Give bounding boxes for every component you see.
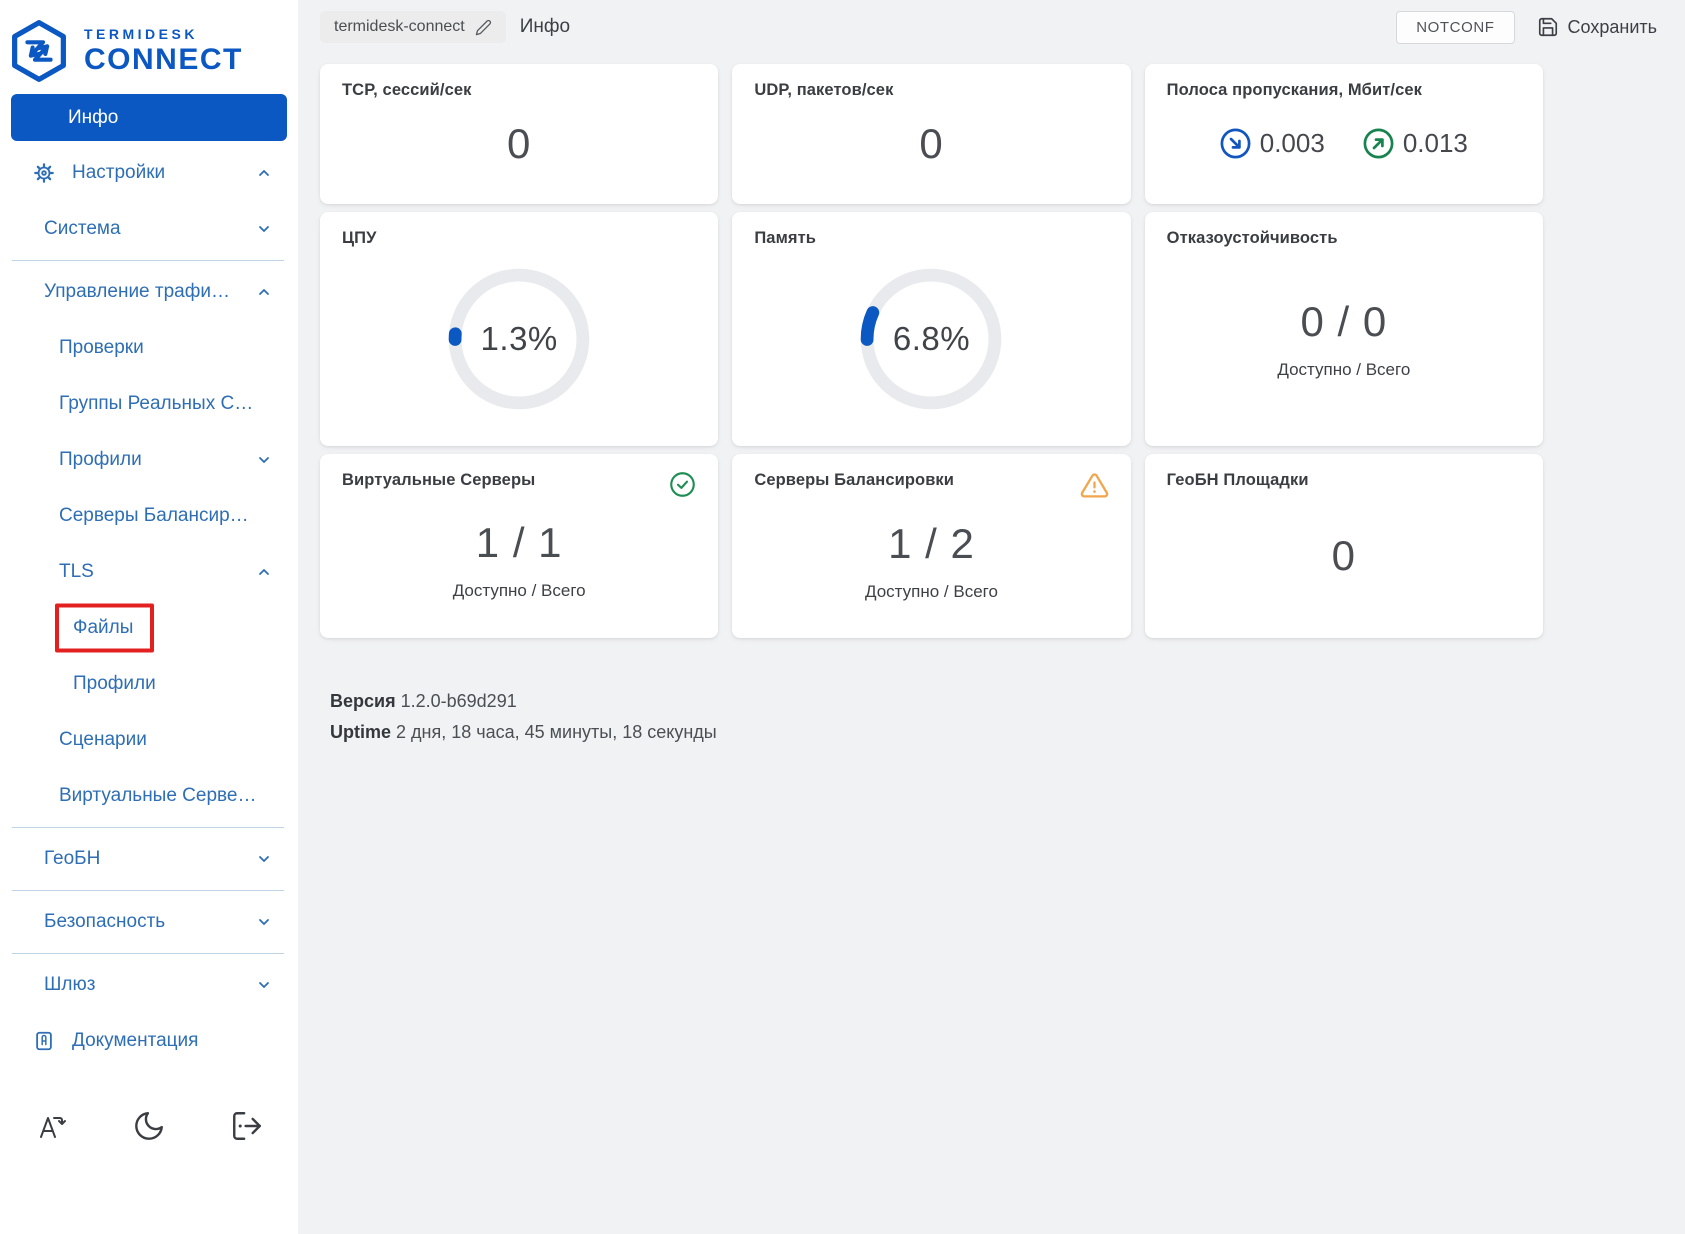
card-title: ЦПУ [342, 229, 377, 247]
cpu-gauge: 1.3% [448, 268, 590, 410]
sidebar-item-settings[interactable]: Настройки [0, 145, 298, 201]
card-title: Память [754, 229, 817, 247]
sidebar: TERMIDESK CONNECT Инфо Настройки [0, 0, 298, 1234]
virtual-servers-caption: Доступно / Всего [452, 580, 586, 600]
card-failover: Отказоустойчивость 0 / 0 Доступно / Всег… [1144, 212, 1543, 446]
geobn-sites-value: 0 [1331, 531, 1356, 579]
save-label: Сохранить [1567, 16, 1657, 37]
memory-value: 6.8% [892, 319, 971, 357]
sidebar-item-security[interactable]: Безопасность [0, 894, 298, 950]
hostname-pill[interactable]: termidesk-connect [320, 11, 506, 43]
brand-name-bottom: CONNECT [84, 42, 243, 76]
tcp-value: 0 [506, 119, 532, 167]
termidesk-hexagon-icon [12, 19, 66, 82]
notconf-badge[interactable]: NOTCONF [1396, 10, 1515, 44]
page-title: Инфо [519, 16, 571, 37]
card-udp: UDP, пакетов/сек 0 [732, 64, 1131, 204]
card-balancer-servers: Серверы Балансировки 1 / 2 Доступно / Вс… [732, 454, 1131, 638]
logout-icon[interactable] [226, 1105, 268, 1147]
balancer-servers-value: 1 / 2 [888, 519, 975, 567]
sidebar-item-checks[interactable]: Проверки [59, 337, 144, 358]
hostname-text: termidesk-connect [334, 18, 465, 35]
gear-icon [34, 163, 54, 183]
language-icon[interactable] [30, 1105, 72, 1147]
brand-name-top: TERMIDESK [84, 25, 198, 42]
memory-gauge: 6.8% [860, 268, 1002, 410]
status-warning-icon [1080, 473, 1108, 498]
save-button[interactable]: Сохранить [1537, 16, 1657, 38]
sidebar-item-traffic-management[interactable]: Управление трафи… [0, 264, 298, 320]
chevron-up-icon [256, 284, 272, 300]
sidebar-item-documentation[interactable]: Документация [0, 1013, 298, 1069]
sidebar-item-scenarios[interactable]: Сценарии [59, 729, 147, 750]
card-tcp: TCP, сессий/сек 0 [320, 64, 719, 204]
sidebar-item-tls-profiles[interactable]: Профили [73, 673, 156, 694]
sidebar-item-balancer-servers[interactable]: Серверы Балансир… [59, 505, 249, 526]
card-title: Отказоустойчивость [1166, 229, 1338, 247]
balancer-servers-caption: Доступно / Всего [865, 581, 998, 601]
sidebar-item-tls[interactable]: TLS [0, 544, 298, 600]
sidebar-item-geobn[interactable]: ГеоБН [0, 831, 298, 887]
sidebar-item-gateway[interactable]: Шлюз [0, 957, 298, 1013]
chevron-down-icon [256, 221, 272, 237]
sidebar-item-profiles[interactable]: Профили [0, 432, 298, 488]
chevron-up-icon [256, 564, 272, 580]
chevron-down-icon [256, 452, 272, 468]
cpu-value: 1.3% [480, 319, 558, 357]
virtual-servers-value: 1 / 1 [475, 518, 563, 566]
card-title: UDP, пакетов/сек [754, 81, 894, 99]
dashboard-cards: TCP, сессий/сек 0 UDP, пакетов/сек 0 Пол… [320, 64, 1543, 638]
version-label: Версия [330, 691, 396, 711]
card-title: Полоса пропускания, Мбит/сек [1166, 81, 1422, 99]
version-line: Версия 1.2.0-b69d291 [330, 686, 1657, 717]
chevron-up-icon [256, 165, 272, 181]
divider [12, 953, 284, 954]
incoming-value: 0.003 [1259, 128, 1325, 158]
dark-mode-icon[interactable] [128, 1105, 170, 1147]
save-floppy-icon [1538, 17, 1557, 37]
divider [12, 827, 284, 828]
card-bandwidth: Полоса пропускания, Мбит/сек 0.003 [1144, 64, 1543, 204]
system-meta: Версия 1.2.0-b69d291 Uptime 2 дня, 18 ча… [330, 686, 1657, 748]
failover-caption: Доступно / Всего [1277, 359, 1411, 379]
sidebar-footer [0, 1105, 298, 1147]
sidebar-item-real-server-groups[interactable]: Группы Реальных С… [59, 393, 254, 414]
card-cpu: ЦПУ 1.3% [320, 212, 719, 446]
sidebar-item-info[interactable]: Инфо [11, 94, 287, 141]
card-title: Серверы Балансировки [754, 471, 955, 489]
documentation-icon [36, 1031, 52, 1051]
chevron-down-icon [256, 851, 272, 867]
brand-logo: TERMIDESK CONNECT [0, 0, 298, 92]
main-content: termidesk-connect Инфо NOTCONF Сохранить… [298, 0, 1685, 1234]
divider [12, 890, 284, 891]
card-title: TCP, сессий/сек [342, 81, 472, 99]
card-virtual-servers: Виртуальные Серверы 1 / 1 Доступно / Все… [320, 454, 719, 638]
sidebar-item-system[interactable]: Система [0, 201, 298, 257]
card-title: Виртуальные Серверы [342, 471, 536, 489]
uptime-line: Uptime 2 дня, 18 часа, 45 минуты, 18 сек… [330, 717, 1657, 748]
sidebar-menu: Инфо Настройки Система [0, 94, 298, 1069]
card-memory: Память 6.8% [732, 212, 1131, 446]
sidebar-item-tls-files[interactable]: Файлы [0, 600, 298, 656]
udp-value: 0 [919, 119, 944, 167]
edit-pencil-icon [475, 19, 491, 35]
uptime-value: 2 дня, 18 часа, 45 минуты, 18 секунды [396, 722, 717, 742]
status-ok-icon [670, 472, 696, 497]
uptime-label: Uptime [330, 722, 392, 742]
chevron-down-icon [256, 914, 272, 930]
version-value: 1.2.0-b69d291 [400, 691, 517, 711]
page-header: termidesk-connect Инфо NOTCONF Сохранить [320, 0, 1657, 54]
divider [12, 260, 284, 261]
sidebar-item-virtual-servers[interactable]: Виртуальные Серве… [59, 785, 257, 806]
bandwidth-outgoing: 0.013 [1363, 128, 1468, 159]
chevron-down-icon [256, 977, 272, 993]
bandwidth-incoming: 0.003 [1220, 128, 1325, 159]
card-geobn-sites: ГеоБН Площадки 0 [1144, 454, 1543, 638]
outgoing-value: 0.013 [1402, 128, 1468, 158]
card-title: ГеоБН Площадки [1166, 471, 1309, 489]
failover-value: 0 / 0 [1300, 297, 1388, 345]
arrow-up-right-circle-icon [1363, 128, 1394, 159]
header-actions: NOTCONF Сохранить [1396, 10, 1657, 44]
arrow-down-right-circle-icon [1220, 128, 1251, 159]
